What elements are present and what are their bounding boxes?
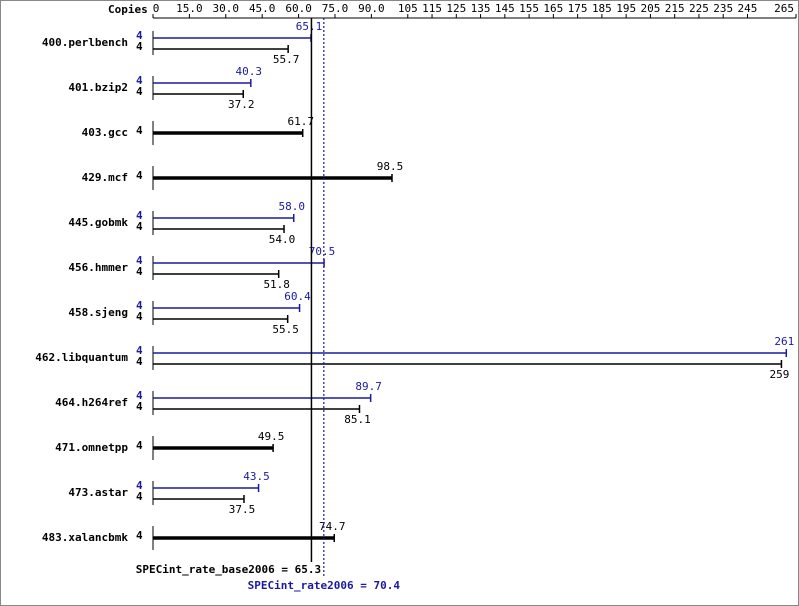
copies: 4 (136, 389, 143, 402)
copies: 4 (136, 85, 143, 98)
copies: 4 (136, 29, 143, 42)
value-label: 40.3 (236, 65, 263, 78)
x-tick-label: 15.0 (176, 2, 203, 15)
axis-label: Copies (108, 3, 148, 16)
value-label: 60.4 (284, 290, 311, 303)
benchmark-name: 403.gcc (82, 126, 128, 139)
copies: 4 (136, 400, 143, 413)
x-tick-label: 135 (471, 2, 491, 15)
x-tick-label: 175 (568, 2, 588, 15)
benchmark-name: 401.bzip2 (68, 81, 128, 94)
copies: 4 (136, 265, 143, 278)
x-tick-label: 115 (422, 2, 442, 15)
benchmark-name: 462.libquantum (35, 351, 128, 364)
x-tick-label: 60.0 (285, 2, 312, 15)
x-tick-label: 90.0 (358, 2, 385, 15)
x-tick-label: 205 (640, 2, 660, 15)
x-tick-label: 75.0 (322, 2, 349, 15)
copies: 4 (136, 529, 143, 542)
value-label: 55.5 (272, 323, 299, 336)
value-label: 259 (770, 368, 790, 381)
x-tick-label: 225 (689, 2, 709, 15)
x-tick-label: 185 (592, 2, 612, 15)
copies: 4 (136, 479, 143, 492)
copies: 4 (136, 220, 143, 233)
value-label: 37.5 (229, 503, 256, 516)
value-label: 261 (774, 335, 794, 348)
x-tick-label: 215 (665, 2, 685, 15)
x-tick-label: 155 (519, 2, 539, 15)
x-tick-label: 145 (495, 2, 515, 15)
benchmark-name: 400.perlbench (42, 36, 128, 49)
x-tick-label: 245 (738, 2, 758, 15)
copies: 4 (136, 344, 143, 357)
copies: 4 (136, 169, 143, 182)
copies: 4 (136, 254, 143, 267)
x-tick-label: 0 (153, 2, 160, 15)
x-tick-label: 105 (398, 2, 418, 15)
reference-label: SPECint_rate2006 = 70.4 (248, 579, 401, 592)
copies: 4 (136, 299, 143, 312)
value-label: 54.0 (269, 233, 296, 246)
x-tick-label: 45.0 (249, 2, 276, 15)
value-label: 49.5 (258, 430, 285, 443)
x-tick-label: 265 (774, 2, 794, 15)
copies: 4 (136, 124, 143, 137)
benchmark-name: 471.omnetpp (55, 441, 128, 454)
value-label: 55.7 (273, 53, 300, 66)
x-tick-label: 165 (543, 2, 563, 15)
benchmark-name: 445.gobmk (68, 216, 128, 229)
value-label: 51.8 (263, 278, 290, 291)
value-label: 65.1 (296, 20, 323, 33)
value-label: 37.2 (228, 98, 255, 111)
benchmark-name: 473.astar (68, 486, 128, 499)
value-label: 89.7 (355, 380, 382, 393)
value-label: 58.0 (278, 200, 305, 213)
value-label: 85.1 (344, 413, 371, 426)
benchmark-name: 429.mcf (82, 171, 128, 184)
copies: 4 (136, 209, 143, 222)
copies: 4 (136, 355, 143, 368)
benchmark-name: 458.sjeng (68, 306, 128, 319)
copies: 4 (136, 40, 143, 53)
value-label: 70.5 (309, 245, 336, 258)
copies: 4 (136, 310, 143, 323)
benchmark-name: 464.h264ref (55, 396, 128, 409)
value-label: 74.7 (319, 520, 346, 533)
copies: 4 (136, 439, 143, 452)
x-tick-label: 235 (713, 2, 733, 15)
x-tick-label: 195 (616, 2, 636, 15)
value-label: 98.5 (377, 160, 404, 173)
benchmark-name: 456.hmmer (68, 261, 128, 274)
x-tick-label: 30.0 (213, 2, 240, 15)
copies: 4 (136, 490, 143, 503)
value-label: 43.5 (243, 470, 270, 483)
x-tick-label: 125 (446, 2, 466, 15)
copies: 4 (136, 74, 143, 87)
benchmark-name: 483.xalancbmk (42, 531, 128, 544)
value-label: 61.7 (287, 115, 314, 128)
reference-label: SPECint_rate_base2006 = 65.3 (136, 563, 321, 576)
